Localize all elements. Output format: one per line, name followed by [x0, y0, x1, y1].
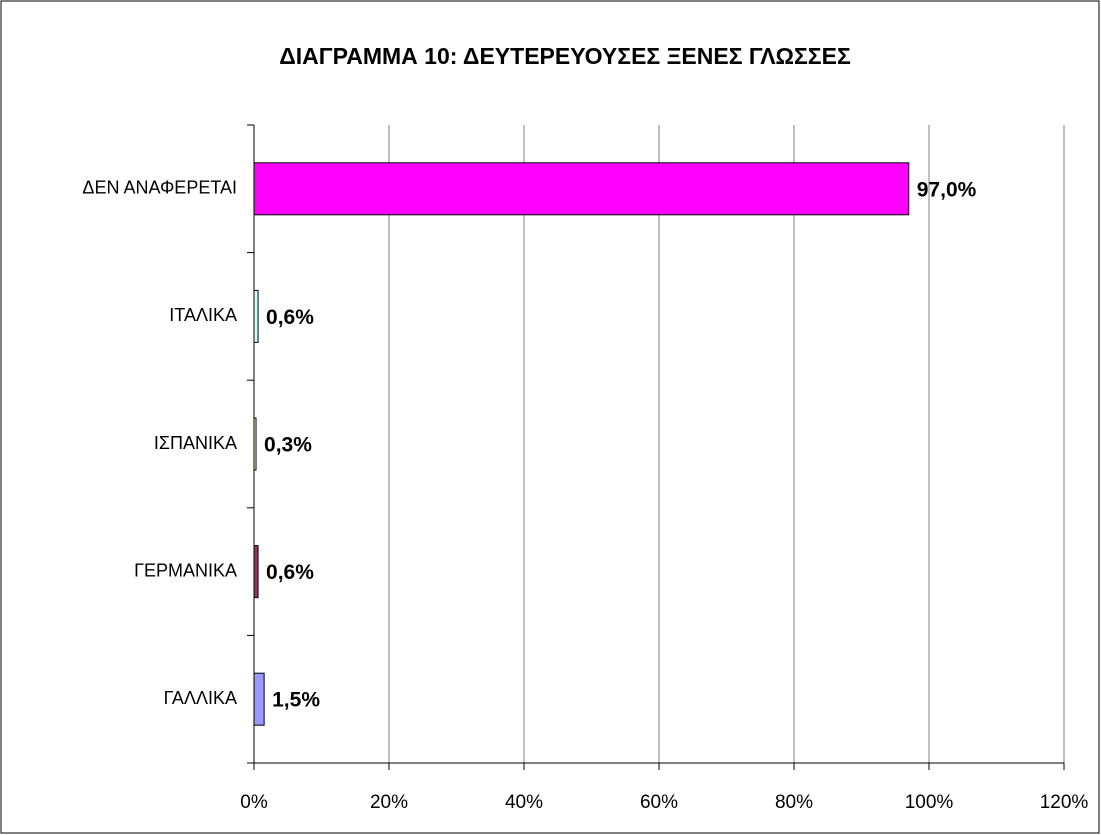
bar [253, 162, 910, 216]
value-label: 97,0% [917, 178, 977, 201]
x-tick-label: 0% [240, 792, 268, 813]
x-tick-label: 40% [505, 792, 543, 813]
y-tick-label: ΙΣΠΑΝΙΚΑ [154, 433, 237, 453]
y-tick-label: ΓΑΛΛΙΚΑ [164, 688, 237, 708]
bar [253, 289, 259, 343]
x-tick-label: 20% [370, 792, 408, 813]
value-label: 0,3% [264, 434, 312, 457]
value-label: 0,6% [266, 306, 314, 329]
y-tick-label: ΔΕΝ ΑΝΑΦΕΡΕΤΑΙ [82, 178, 237, 198]
bar [253, 417, 257, 471]
value-label: 1,5% [272, 689, 320, 712]
x-tick-label: 60% [640, 792, 678, 813]
y-tick-label: ΓΕΡΜΑΝΙΚΑ [134, 560, 237, 580]
value-label: 0,6% [266, 561, 314, 584]
x-tick-label: 120% [1040, 792, 1089, 813]
x-tick-label: 80% [775, 792, 813, 813]
bar [253, 545, 259, 599]
chart-title: ΔΙΑΓΡΑΜΜΑ 10: ΔΕΥΤΕΡΕΥΟΥΣΕΣ ΞΕΝΕΣ ΓΛΩΣΣΕ… [279, 43, 851, 69]
y-tick-label: ΙΤΑΛΙΚΑ [169, 305, 237, 325]
x-tick-label: 100% [905, 792, 954, 813]
bar [253, 672, 265, 726]
